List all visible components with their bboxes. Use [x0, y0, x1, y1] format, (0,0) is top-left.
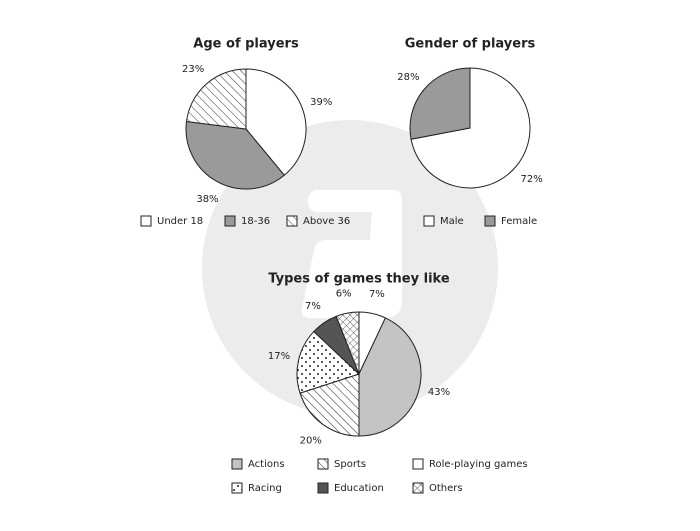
legend-swatch — [412, 482, 424, 494]
value-label: 39% — [310, 97, 332, 108]
pie-slice — [245, 68, 307, 176]
value-label: 20% — [300, 435, 322, 446]
value-label: 28% — [397, 72, 419, 83]
legend-swatch — [286, 215, 298, 227]
value-label: 72% — [521, 174, 543, 185]
legend-swatch — [423, 215, 435, 227]
value-label: 7% — [369, 289, 385, 300]
legend-label: Male — [440, 216, 464, 227]
chart-title: Age of players — [193, 37, 299, 52]
pie-slice — [335, 311, 360, 375]
value-label: 43% — [428, 387, 450, 398]
pie-slice — [409, 67, 471, 140]
value-label: 38% — [196, 194, 218, 205]
legend-swatch — [317, 458, 329, 470]
value-label: 7% — [305, 301, 321, 312]
legend-swatch — [224, 215, 236, 227]
pie-slice — [185, 120, 285, 190]
legend-swatch — [484, 215, 496, 227]
legend-label: Actions — [248, 459, 285, 470]
value-label: 6% — [336, 288, 352, 299]
chart-title: Gender of players — [405, 37, 536, 52]
value-label: 23% — [182, 64, 204, 75]
legend-label: Sports — [334, 459, 366, 470]
legend-label: Above 36 — [303, 216, 350, 227]
pie-slice — [358, 317, 422, 437]
legend-swatch — [231, 482, 243, 494]
pie-slice — [410, 67, 531, 189]
legend-swatch — [317, 482, 329, 494]
legend-label: Education — [334, 483, 384, 494]
value-label: 17% — [268, 351, 290, 362]
watermark — [202, 120, 498, 416]
legend-label: Female — [501, 216, 537, 227]
chart-title: Types of games they like — [268, 272, 449, 287]
charts: Age of players 39% Under 18 38% 18-36 23% Abov… — [140, 37, 543, 494]
pie-slice — [299, 373, 360, 437]
legend-label: Under 18 — [157, 216, 203, 227]
legend-label: Others — [429, 483, 463, 494]
pie-slice — [185, 68, 247, 130]
legend-label: Racing — [248, 483, 282, 494]
legend-label: 18-36 — [241, 216, 270, 227]
legend-swatch — [231, 458, 243, 470]
legend-swatch — [140, 215, 152, 227]
legend-swatch — [412, 458, 424, 470]
pie-slice — [296, 330, 360, 394]
legend-label: Role-playing games — [429, 459, 528, 470]
